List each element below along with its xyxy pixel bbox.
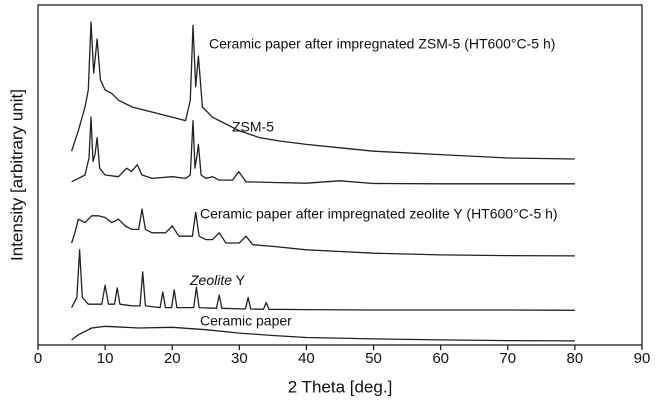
series-label: Zeolite Y [189,272,246,288]
xrd-curve [71,325,575,342]
x-tick-label: 90 [634,350,651,367]
label-part: Y [232,272,246,288]
series-label: Ceramic paper [200,313,292,329]
plot-frame [37,4,643,346]
label-part: Zeolite [189,272,232,288]
series-label: Ceramic paper after impregnated zeolite … [200,206,558,222]
x-tick-label: 80 [567,350,584,367]
x-tick-label: 0 [34,350,42,367]
x-tick-label: 30 [231,350,248,367]
x-tick-label: 60 [432,350,449,367]
series-label: ZSM-5 [232,119,274,135]
x-tick-label: 20 [164,350,181,367]
x-tick-label: 50 [365,350,382,367]
x-tick-label: 40 [298,350,315,367]
xrd-curve [71,249,575,311]
y-axis-label: Intensity [arbitrary unit] [7,89,26,261]
xrd-curve [71,116,575,185]
x-tick-label: 10 [97,350,114,367]
x-axis-label: 2 Theta [deg.] [288,377,393,396]
x-tick-label: 70 [499,350,516,367]
xrd-curve [70,208,575,257]
xrd-curve [70,21,575,160]
series-label: Ceramic paper after impregnated ZSM-5 (H… [209,36,555,52]
